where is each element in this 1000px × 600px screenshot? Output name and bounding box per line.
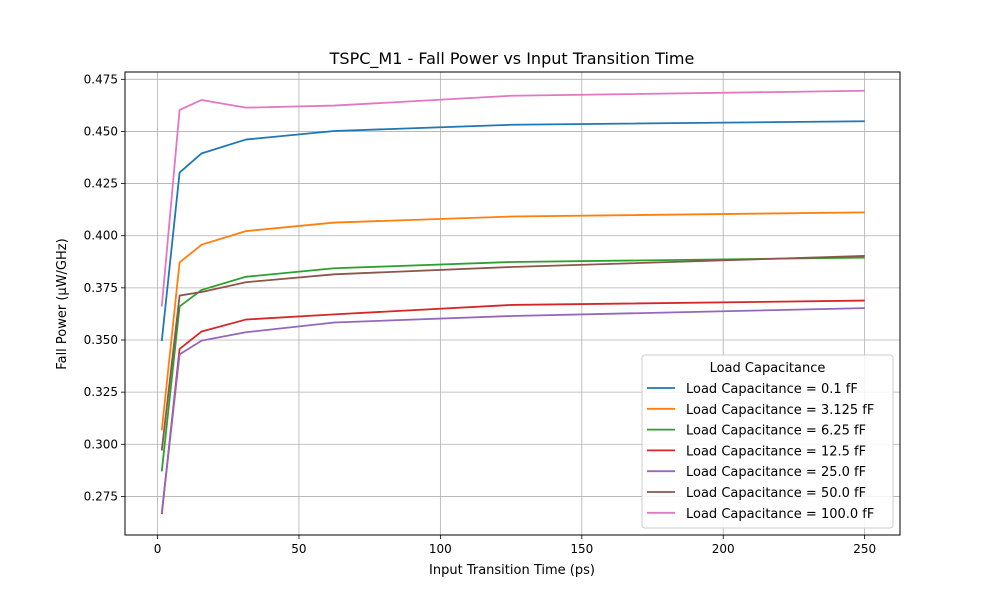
legend-label-5: Load Capacitance = 50.0 fF (686, 486, 866, 501)
grid (125, 72, 900, 535)
legend-box (641, 354, 894, 529)
y-tick-label: 0.300 (84, 437, 118, 451)
axes: 0 50 100 150 200 250 0.275 0.300 0.325 0.350 0.375… (84, 71, 901, 556)
plot-frame (124, 71, 901, 536)
legend-title: Load Capacitance (710, 361, 826, 376)
series-line-0 (160, 120, 865, 342)
legend-label-2: Load Capacitance = 6.25 fF (686, 424, 866, 439)
chart-title: TSPC_M1 - Fall Power vs Input Transition… (329, 49, 695, 69)
y-tick-label: 0.275 (84, 489, 118, 503)
series-line-3 (160, 299, 865, 515)
legend-label-1: Load Capacitance = 3.125 fF (686, 403, 874, 418)
x-tick-label: 200 (712, 542, 735, 556)
series-line-2 (160, 256, 865, 472)
legend-label-4: Load Capacitance = 25.0 fF (686, 465, 866, 480)
series-line-6 (160, 89, 865, 307)
x-axis-label: Input Transition Time (ps) (429, 563, 595, 578)
legend-label-6: Load Capacitance = 100.0 fF (686, 507, 874, 522)
legend-label-3: Load Capacitance = 12.5 fF (686, 444, 866, 459)
series-line-1 (160, 211, 865, 431)
y-tick-label: 0.325 (84, 385, 118, 399)
x-tick-label: 150 (570, 542, 593, 556)
legend-label-0: Load Capacitance = 0.1 fF (686, 382, 858, 397)
legend: Load Capacitance Load Capacitance = 0.1 f… (641, 354, 894, 529)
y-tick-label: 0.475 (84, 72, 118, 86)
series-line-4 (160, 307, 865, 514)
series-lines (160, 89, 865, 515)
y-tick-label: 0.425 (84, 177, 118, 191)
y-tick-label: 0.350 (84, 333, 118, 347)
y-tick-label: 0.450 (84, 124, 118, 138)
y-tick-label: 0.400 (84, 229, 118, 243)
x-tick-label: 250 (853, 542, 876, 556)
series-line-5 (160, 255, 865, 451)
x-tick-label: 100 (429, 542, 452, 556)
x-tick-label: 50 (291, 542, 306, 556)
y-tick-label: 0.375 (84, 281, 118, 295)
y-axis-label: Fall Power (µW/GHz) (55, 238, 70, 369)
x-tick-label: 0 (154, 542, 162, 556)
